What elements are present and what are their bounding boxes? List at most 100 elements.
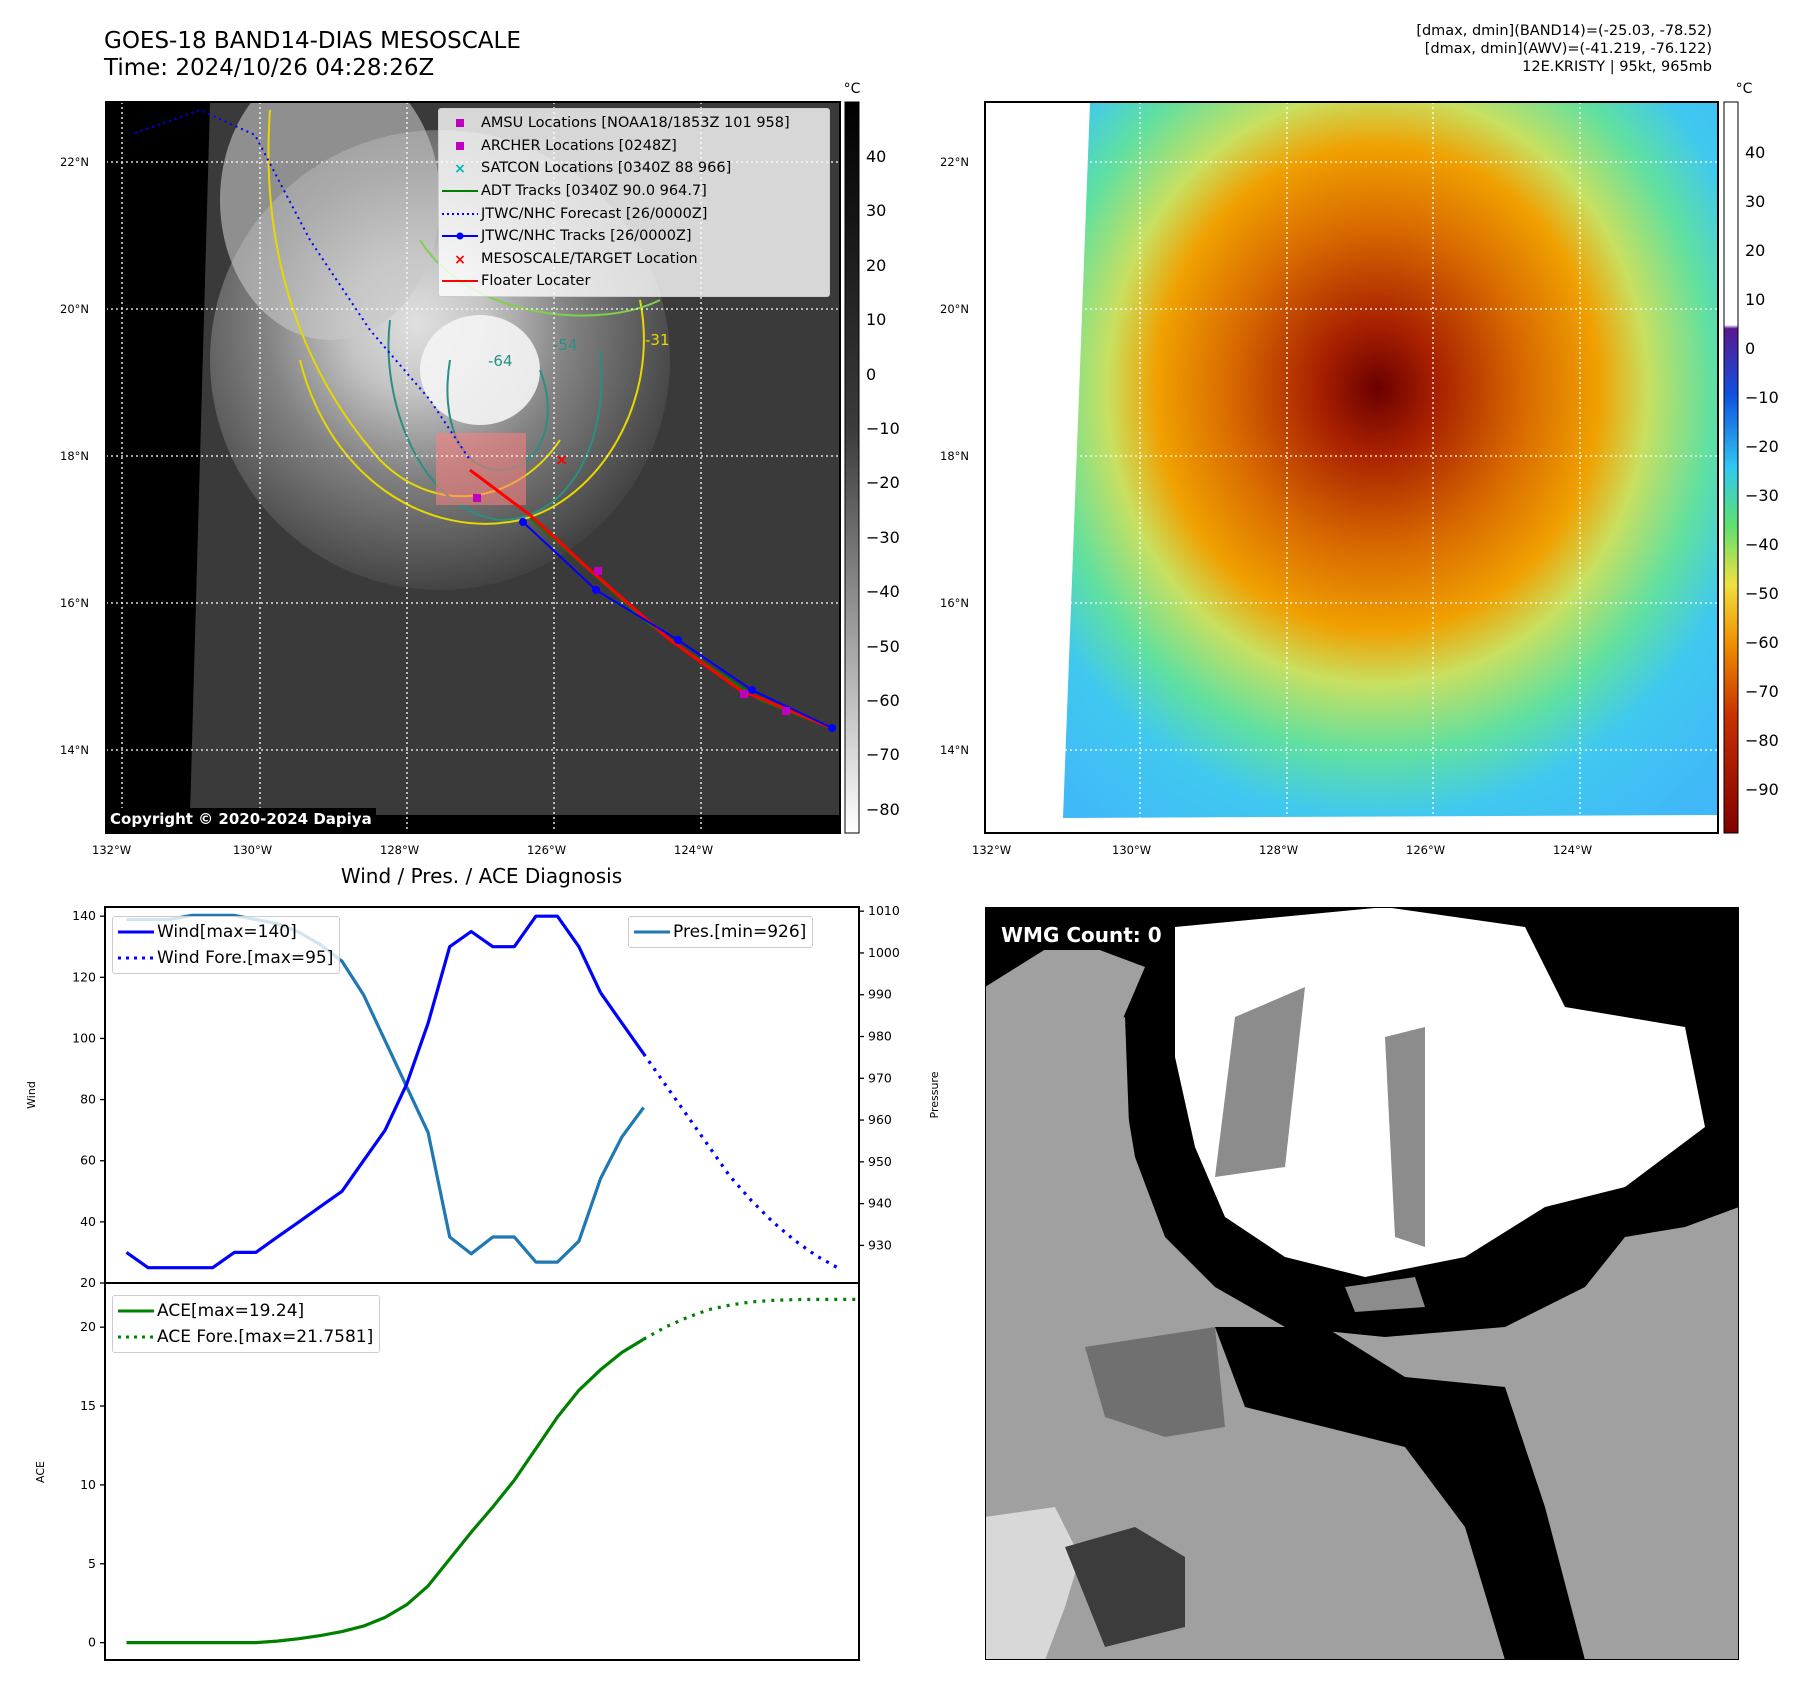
ace-tick: 20 bbox=[80, 1319, 96, 1334]
wv-map-axes: °C bbox=[984, 81, 1753, 834]
ir-colorbar bbox=[844, 101, 860, 834]
wv-lon-label: 126°W bbox=[1406, 843, 1446, 857]
wind-connector-series bbox=[599, 991, 645, 1055]
svg-text:×: × bbox=[454, 162, 466, 174]
wv-lat-label: 14°N bbox=[940, 743, 969, 757]
wv-colorbar-tick: 40 bbox=[1745, 143, 1766, 162]
legend-ace-fore: ACE Fore.[max=21.7581] bbox=[157, 1327, 374, 1347]
ir-legend-symbol-linedot bbox=[439, 230, 481, 242]
wmg-white-region bbox=[1175, 907, 1705, 1277]
wind-tick: 40 bbox=[80, 1214, 96, 1229]
wind-axis-label: Wind bbox=[25, 1081, 38, 1109]
wmg-count: WMG Count: 0 bbox=[995, 920, 1168, 950]
ir-legend-label: JTWC/NHC Forecast [26/0000Z] bbox=[481, 205, 708, 222]
wv-lon-label: 128°W bbox=[1259, 843, 1299, 857]
wv-colorbar-tick: −90 bbox=[1745, 780, 1779, 799]
wind-tick: 140 bbox=[72, 908, 96, 923]
pressure-tick: 930 bbox=[868, 1237, 892, 1252]
title-line-1: GOES-18 BAND14-DIAS MESOSCALE bbox=[104, 28, 521, 54]
wv-lon-label: 130°W bbox=[1112, 843, 1152, 857]
wv-colorbar-tick: −70 bbox=[1745, 682, 1779, 701]
wv-imagery bbox=[1063, 102, 1718, 818]
contour-label-64: -64 bbox=[488, 352, 513, 370]
wv-lat-label: 20°N bbox=[940, 302, 969, 316]
wind-tick: 120 bbox=[72, 969, 96, 984]
wv-colorbar-tick: 20 bbox=[1745, 241, 1766, 260]
wv-colorbar bbox=[1723, 101, 1739, 834]
target-marker: × bbox=[555, 450, 568, 469]
ace-tick: 15 bbox=[80, 1398, 96, 1413]
ace-tick: 0 bbox=[88, 1635, 96, 1650]
ir-colorbar-unit: °C bbox=[844, 81, 861, 97]
wv-colorbar-tick: 0 bbox=[1745, 339, 1756, 358]
ir-legend-item: × MESOSCALE/TARGET Location bbox=[439, 248, 829, 271]
ir-colorbar-tick: −20 bbox=[866, 473, 900, 493]
pressure-axis-label: Pressure bbox=[928, 1071, 941, 1118]
figure-title: GOES-18 BAND14-DIAS MESOSCALE Time: 2024… bbox=[104, 28, 521, 82]
ir-colorbar-tick: 10 bbox=[866, 310, 887, 330]
wv-colorbar-unit: °C bbox=[1736, 81, 1753, 97]
wind-forecast-series bbox=[642, 1052, 839, 1270]
wind-tick: 80 bbox=[80, 1092, 96, 1107]
svg-text:×: × bbox=[454, 253, 466, 265]
ir-colorbar-tick: −40 bbox=[866, 582, 900, 602]
ir-legend-label: MESOSCALE/TARGET Location bbox=[481, 250, 698, 267]
ir-lon-label: 128°W bbox=[380, 843, 420, 857]
ir-legend-label: ARCHER Locations [0248Z] bbox=[481, 137, 677, 154]
ace-tick: 5 bbox=[88, 1556, 96, 1571]
ir-legend-label: AMSU Locations [NOAA18/1853Z 101 958] bbox=[481, 115, 790, 132]
pressure-legend: Pres.[min=926] bbox=[628, 916, 814, 948]
wv-colorbar-tick: −10 bbox=[1745, 388, 1779, 407]
ir-legend: AMSU Locations [NOAA18/1853Z 101 958] ARC… bbox=[438, 108, 830, 297]
pressure-series bbox=[126, 913, 645, 1264]
ir-legend-label: JTWC/NHC Tracks [26/0000Z] bbox=[481, 228, 692, 245]
pressure-tick: 1010 bbox=[868, 903, 900, 918]
floater-box bbox=[436, 433, 526, 505]
ir-cloud-band bbox=[220, 102, 440, 340]
ace-axis-label: ACE bbox=[34, 1461, 47, 1483]
pressure-tick: 990 bbox=[868, 987, 892, 1002]
ir-legend-symbol-dotted bbox=[439, 208, 481, 220]
pressure-tick: 950 bbox=[868, 1154, 892, 1169]
ir-legend-symbol-x: × bbox=[439, 253, 481, 265]
ir-lat-label: 22°N bbox=[60, 155, 89, 169]
pressure-tick: 1000 bbox=[868, 945, 900, 960]
ace-axes-frame bbox=[104, 1282, 860, 1661]
wv-colorbar-tick: −20 bbox=[1745, 437, 1779, 456]
jtwc-track-points bbox=[519, 518, 836, 732]
ir-colorbar-tick: −70 bbox=[866, 745, 900, 765]
diag-title: Wind / Pres. / ACE Diagnosis bbox=[340, 864, 623, 888]
ir-lat-label: 14°N bbox=[60, 743, 89, 757]
ir-lon-label: 132°W bbox=[92, 843, 132, 857]
floater-track bbox=[469, 468, 833, 730]
wind-tick: 60 bbox=[80, 1153, 96, 1168]
ir-colorbar-tick: 40 bbox=[866, 147, 887, 166]
ir-contour-54 bbox=[387, 319, 603, 522]
wind-series bbox=[125, 914, 602, 1270]
legend-wind: Wind[max=140] bbox=[157, 922, 297, 942]
title-line-2: Time: 2024/10/26 04:28:26Z bbox=[104, 55, 435, 81]
ir-legend-item: ARCHER Locations [0248Z] bbox=[439, 135, 829, 158]
wmg-lower-dark-band bbox=[1215, 1327, 1585, 1660]
ir-legend-label: SATCON Locations [0340Z 88 966] bbox=[481, 160, 732, 177]
ace-forecast-series bbox=[642, 1297, 859, 1341]
ace-legend: ACE[max=19.24] ACE Fore.[max=21.7581] bbox=[112, 1295, 381, 1353]
ir-lon-label: 124°W bbox=[674, 843, 714, 857]
pressure-tick: 970 bbox=[868, 1070, 892, 1085]
legend-ace: ACE[max=19.24] bbox=[157, 1301, 305, 1321]
pressure-tick: 940 bbox=[868, 1196, 892, 1211]
wmg-panel bbox=[985, 907, 1739, 1660]
ir-legend-item: Floater Locater bbox=[439, 270, 829, 293]
wv-lon-label: 124°W bbox=[1553, 843, 1593, 857]
forecast-track bbox=[134, 108, 471, 461]
wind-legend: Wind[max=140] Wind Fore.[max=95] bbox=[112, 916, 341, 974]
diagnosis-chart: 2040608010012014093094095096097098099010… bbox=[25, 903, 941, 1661]
ir-legend-label: ADT Tracks [0340Z 90.0 964.7] bbox=[481, 183, 707, 200]
ir-legend-item: AMSU Locations [NOAA18/1853Z 101 958] bbox=[439, 112, 829, 135]
ir-legend-item: × SATCON Locations [0340Z 88 966] bbox=[439, 157, 829, 180]
ir-lat-label: 18°N bbox=[60, 449, 89, 463]
wv-lat-label: 18°N bbox=[940, 449, 969, 463]
wv-colorbar-tick: 30 bbox=[1745, 192, 1766, 211]
wv-gridlines bbox=[985, 102, 1718, 833]
ace-series bbox=[126, 1337, 645, 1645]
